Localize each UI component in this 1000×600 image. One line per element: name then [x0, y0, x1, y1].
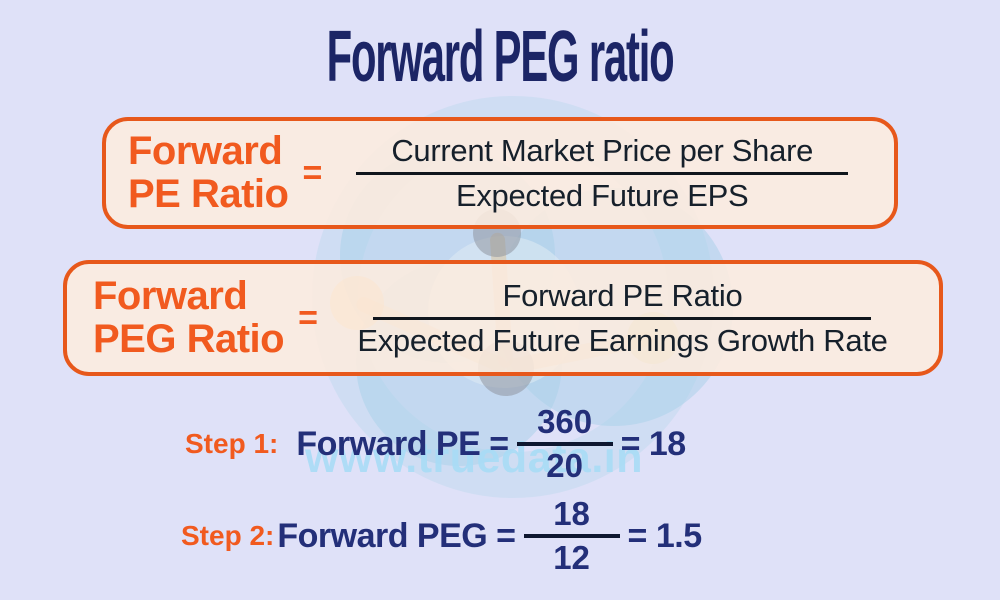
step-fraction-denominator: 20	[546, 447, 583, 484]
step-fraction-numerator: 360	[537, 402, 593, 440]
formula-label-line1: Forward	[128, 128, 283, 173]
fraction-denominator: Expected Future Earnings Growth Rate	[357, 322, 888, 358]
equals-sign: =	[298, 298, 318, 337]
step-1-row: Step 1: Forward PE = 360 20 = 18	[185, 402, 686, 486]
step-expression: Forward PEG =	[277, 516, 516, 555]
fraction-numerator: Forward PE Ratio	[502, 277, 743, 313]
step-fraction: 360 20	[516, 402, 613, 485]
step-fraction-numerator: 18	[553, 494, 590, 532]
step-label: Step 2:	[181, 520, 275, 551]
step-fraction-denominator: 12	[553, 539, 590, 576]
fraction-numerator: Current Market Price per Share	[391, 132, 814, 168]
fraction-bar	[373, 316, 872, 320]
formula-box-forward-pe-ratio: Forward PE Ratio = Current Market Price …	[102, 117, 898, 229]
formula-box-forward-peg-ratio: Forward PEG Ratio = Forward PE Ratio Exp…	[63, 260, 943, 376]
formula-label-line2: PEG Ratio	[93, 317, 285, 361]
formula-label: Forward PEG Ratio	[93, 273, 285, 361]
page-title: Forward PEG ratio	[0, 17, 1000, 97]
step-fraction: 18 12	[523, 494, 620, 577]
step-result: = 18	[620, 424, 687, 463]
formula-label-line1: Forward	[93, 273, 248, 318]
formula-label-line2: PE Ratio	[128, 172, 289, 216]
page-title-text: Forward PEG ratio	[326, 17, 675, 97]
formula-label: Forward PE Ratio	[128, 128, 289, 216]
fraction-bar	[356, 171, 849, 175]
fraction: Forward PE Ratio Expected Future Earning…	[332, 278, 913, 359]
step-label: Step 1:	[185, 428, 279, 459]
fraction: Current Market Price per Share Expected …	[336, 133, 868, 214]
step-expression: Forward PE =	[296, 424, 509, 463]
fraction-bar	[523, 534, 620, 538]
equals-sign: =	[302, 153, 323, 192]
fraction-denominator: Expected Future EPS	[455, 177, 749, 213]
fraction-bar	[516, 442, 613, 446]
step-2-row: Step 2: Forward PEG = 18 12 = 1.5	[181, 494, 702, 578]
step-result: = 1.5	[627, 516, 703, 555]
